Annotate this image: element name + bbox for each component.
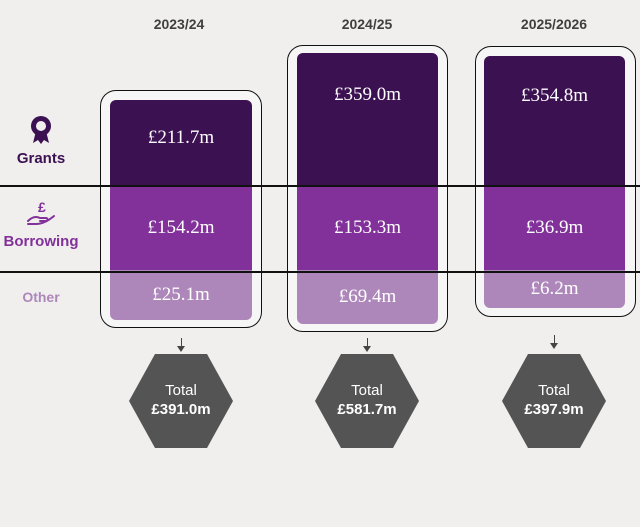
- total-hexagon-2023-24: Total £391.0m: [129, 354, 233, 448]
- row-label-other: Other: [22, 289, 60, 305]
- arrow-2025-2026: [554, 335, 555, 344]
- arrowhead-2025-2026: [550, 343, 558, 349]
- row-label-grants: Grants: [16, 150, 66, 167]
- bar-segment-grants: £359.0m: [297, 53, 438, 186]
- bar-value-label: £69.4m: [338, 286, 397, 307]
- hand-pound-icon: £: [27, 199, 55, 225]
- bar-segment-grants: £354.8m: [484, 56, 625, 186]
- total-value: £397.9m: [524, 401, 584, 418]
- year-header-2023-24: 2023/24: [153, 16, 205, 32]
- total-hexagon-2024-25: Total £581.7m: [315, 354, 419, 448]
- year-header-2024-25: 2024/25: [341, 16, 393, 32]
- bar-value-label: £154.2m: [147, 217, 215, 238]
- bar-value-label: £359.0m: [333, 83, 402, 105]
- svg-text:£: £: [38, 199, 46, 215]
- arrowhead-2024-25: [363, 346, 371, 352]
- total-value: £581.7m: [337, 401, 397, 418]
- bar-value-label: £36.9m: [525, 217, 584, 238]
- arrow-2024-25: [367, 338, 368, 347]
- bar-segment-borrowing: £36.9m: [484, 186, 625, 270]
- bar-value-label: £354.8m: [520, 85, 589, 106]
- bar-segment-grants: £211.7m: [110, 100, 252, 186]
- total-label: Total: [165, 382, 197, 399]
- bar-segment-borrowing: £154.2m: [110, 186, 252, 270]
- total-label: Total: [351, 382, 383, 399]
- year-header-2025-2026: 2025/2026: [520, 16, 588, 32]
- bar-value-label: £211.7m: [147, 127, 215, 148]
- total-label: Total: [538, 382, 570, 399]
- bar-value-label: £25.1m: [152, 284, 210, 305]
- arrow-2023-24: [181, 338, 182, 347]
- divider-line-top: [0, 185, 640, 187]
- bar-segment-other: £69.4m: [297, 270, 438, 324]
- bar-value-label: £153.3m: [333, 217, 402, 238]
- bar-value-label: £6.2m: [530, 278, 579, 299]
- award-ribbon-icon: [31, 116, 51, 144]
- bar-segment-other: £25.1m: [110, 270, 252, 320]
- row-label-borrowing: Borrowing: [3, 233, 79, 250]
- arrowhead-2023-24: [177, 346, 185, 352]
- divider-line-bottom: [0, 271, 640, 273]
- total-hexagon-2025-2026: Total £397.9m: [502, 354, 606, 448]
- bar-segment-borrowing: £153.3m: [297, 186, 438, 270]
- total-value: £391.0m: [151, 401, 211, 418]
- bar-segment-other: £6.2m: [484, 270, 625, 308]
